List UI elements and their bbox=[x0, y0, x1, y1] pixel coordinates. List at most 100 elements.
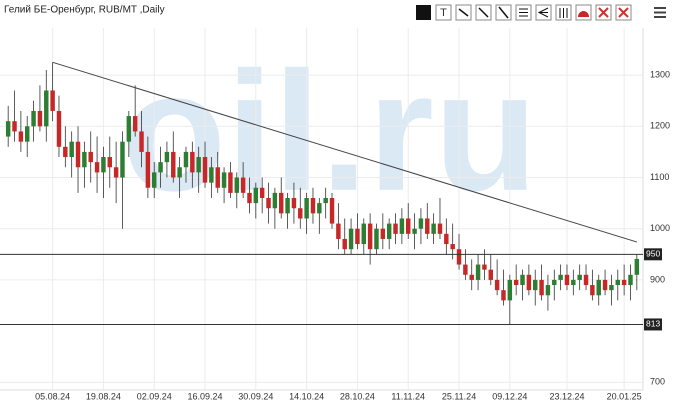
watermark: oil.ru bbox=[122, 37, 538, 227]
candle-body bbox=[609, 285, 614, 291]
candle-body bbox=[25, 126, 30, 142]
candle-body bbox=[279, 192, 284, 214]
menu-button[interactable] bbox=[654, 7, 666, 18]
candle-body bbox=[437, 223, 443, 234]
candle-body bbox=[177, 167, 182, 178]
candle-body bbox=[488, 269, 493, 280]
candle-body bbox=[323, 197, 328, 204]
y-tick-label: 900 bbox=[650, 274, 665, 284]
candle-body bbox=[494, 279, 500, 291]
candle-body bbox=[475, 264, 481, 280]
candle-body bbox=[18, 131, 24, 142]
candle-body bbox=[596, 279, 601, 296]
candle-body bbox=[132, 116, 138, 132]
candle-body bbox=[361, 223, 366, 245]
level-label: 950 bbox=[646, 249, 660, 259]
candle-body bbox=[63, 146, 68, 158]
candle-body bbox=[209, 167, 214, 183]
candle-body bbox=[621, 279, 627, 286]
tool-icon bbox=[458, 8, 469, 17]
candle-body bbox=[88, 151, 93, 163]
candle-body bbox=[298, 208, 303, 219]
candle-body bbox=[196, 157, 201, 173]
candle-body bbox=[564, 274, 570, 286]
candle-body bbox=[152, 172, 157, 188]
x-tick-label: 09.12.24 bbox=[492, 391, 527, 401]
y-tick-label: 1300 bbox=[650, 69, 670, 79]
candle-body bbox=[367, 223, 373, 250]
candle-body bbox=[285, 197, 290, 214]
x-tick-label: 23.12.24 bbox=[549, 391, 584, 401]
candle-body bbox=[310, 197, 316, 214]
candle-body bbox=[374, 228, 379, 250]
x-tick-label: 14.10.24 bbox=[289, 391, 324, 401]
tool-icon bbox=[478, 7, 489, 18]
candle-body bbox=[50, 90, 55, 111]
y-tick-label: 1200 bbox=[650, 121, 670, 131]
candle-body bbox=[126, 116, 132, 142]
toolbar: T bbox=[416, 4, 666, 21]
candle-body bbox=[348, 228, 354, 250]
x-tick-label: 11.11.24 bbox=[391, 391, 425, 401]
candle-body bbox=[463, 264, 468, 275]
candle-body bbox=[183, 151, 189, 168]
candle-body bbox=[412, 228, 417, 234]
level-label-box bbox=[644, 248, 662, 261]
x-tick-label: 30.09.24 bbox=[238, 391, 273, 401]
tool-icon bbox=[578, 11, 589, 17]
tool-icon bbox=[498, 6, 509, 19]
candle-body bbox=[539, 279, 544, 296]
candle-body bbox=[418, 218, 424, 229]
candle-body bbox=[386, 223, 392, 239]
candle-body bbox=[145, 151, 151, 188]
candle-body bbox=[456, 249, 462, 265]
tool-button[interactable] bbox=[416, 5, 431, 20]
tool-icon bbox=[559, 8, 568, 18]
candle-body bbox=[513, 279, 519, 286]
candle-body bbox=[12, 121, 17, 132]
chart-title: Гелий БЕ-Оренбург, RUB/MT ,Daily bbox=[4, 4, 165, 16]
candle-body bbox=[329, 197, 335, 224]
x-tick-label: 19.08.24 bbox=[86, 391, 121, 401]
candle-body bbox=[215, 167, 220, 188]
tool-icon bbox=[618, 7, 629, 18]
x-tick-label: 25.11.24 bbox=[442, 391, 476, 401]
tool-icon bbox=[598, 7, 609, 18]
tool-icon: T bbox=[440, 7, 447, 19]
candle-body bbox=[590, 285, 595, 296]
candle-body bbox=[444, 233, 449, 245]
candle-body bbox=[82, 151, 87, 168]
candle-body bbox=[247, 192, 252, 204]
tool-button[interactable] bbox=[435, 4, 452, 21]
candle-body bbox=[558, 274, 563, 280]
candle-body bbox=[94, 162, 100, 173]
candle-body bbox=[583, 274, 589, 286]
candle-body bbox=[31, 110, 36, 127]
candle-body bbox=[628, 274, 633, 286]
candle-body bbox=[266, 197, 271, 209]
candle-body bbox=[380, 228, 386, 239]
x-tick-label: 16.09.24 bbox=[188, 391, 223, 401]
candle-body bbox=[317, 203, 322, 214]
candle-body bbox=[139, 131, 144, 152]
candle-body bbox=[469, 274, 474, 280]
candle-body bbox=[158, 162, 163, 173]
candle-body bbox=[44, 90, 49, 127]
x-tick-label: 02.09.24 bbox=[137, 391, 172, 401]
candle-body bbox=[56, 110, 62, 147]
candle-body bbox=[545, 285, 551, 296]
x-tick-label: 05.08.24 bbox=[35, 391, 70, 401]
candle-body bbox=[107, 157, 112, 168]
candle-body bbox=[501, 290, 506, 301]
y-tick-label: 1100 bbox=[650, 172, 669, 182]
candle-body bbox=[526, 274, 532, 291]
candle-body bbox=[406, 218, 411, 234]
candle-body bbox=[533, 279, 538, 291]
candle-body bbox=[259, 187, 265, 198]
candle-body bbox=[221, 172, 227, 188]
candle-body bbox=[202, 157, 208, 183]
candle-body bbox=[425, 218, 430, 234]
candle-body bbox=[69, 141, 74, 158]
candle-body bbox=[450, 244, 455, 250]
